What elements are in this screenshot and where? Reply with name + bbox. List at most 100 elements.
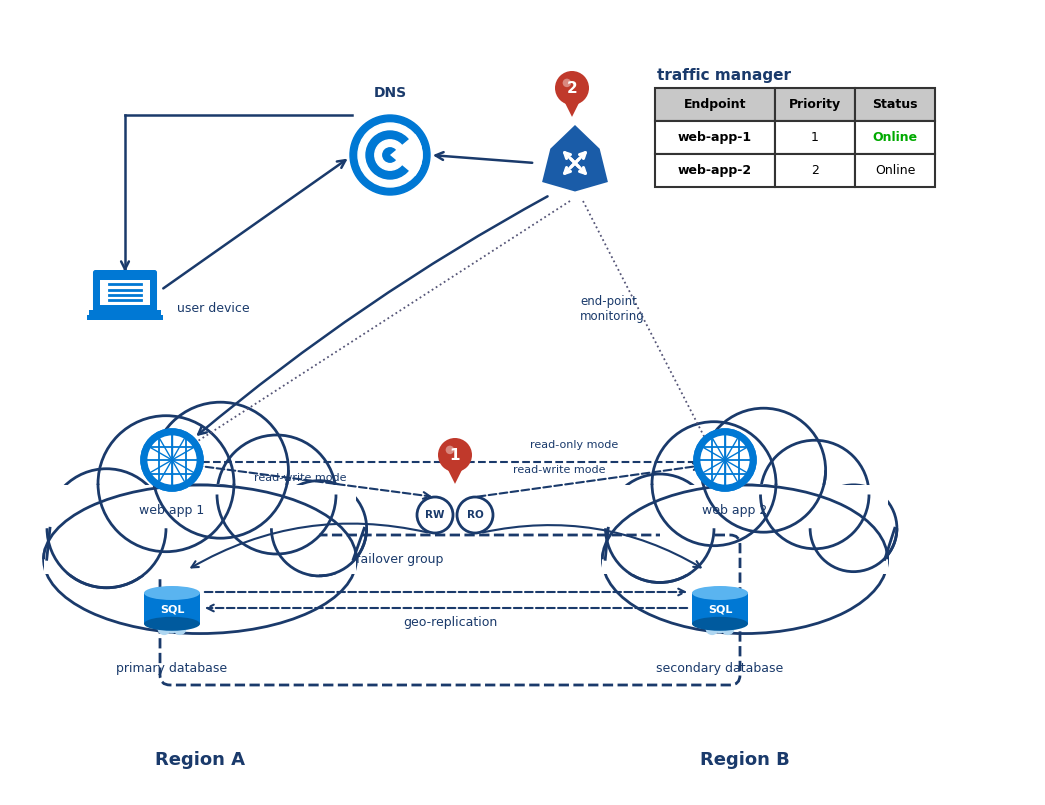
Circle shape — [142, 430, 202, 490]
Text: web-app-1: web-app-1 — [678, 131, 752, 144]
Text: Online: Online — [875, 164, 915, 177]
Bar — [775, 88, 855, 121]
Ellipse shape — [692, 586, 748, 600]
Text: secondary database: secondary database — [656, 662, 784, 675]
Text: Region A: Region A — [155, 751, 245, 769]
Bar — [855, 154, 935, 187]
Circle shape — [366, 131, 414, 179]
Ellipse shape — [144, 617, 200, 631]
Bar — [855, 88, 935, 121]
Text: read-write mode: read-write mode — [513, 465, 605, 475]
Text: 1: 1 — [449, 448, 460, 464]
Text: 2: 2 — [811, 164, 819, 177]
Bar — [87, 316, 163, 320]
Circle shape — [173, 621, 187, 635]
Polygon shape — [542, 125, 608, 192]
Circle shape — [701, 408, 826, 532]
Bar — [775, 154, 855, 187]
Bar — [655, 88, 775, 121]
Bar — [714, 484, 764, 533]
Circle shape — [721, 621, 735, 635]
Bar — [144, 593, 200, 624]
Bar — [855, 121, 935, 154]
Text: Status: Status — [873, 98, 918, 111]
Bar — [89, 310, 161, 316]
Text: web-app-2: web-app-2 — [678, 164, 752, 177]
Text: failover group: failover group — [356, 553, 444, 566]
Ellipse shape — [144, 586, 200, 600]
Circle shape — [272, 481, 367, 576]
Circle shape — [382, 148, 397, 162]
Circle shape — [605, 474, 714, 583]
Circle shape — [695, 430, 754, 490]
Circle shape — [714, 620, 726, 634]
Circle shape — [761, 440, 869, 549]
Wedge shape — [390, 134, 423, 176]
Text: traffic manager: traffic manager — [657, 68, 791, 83]
Circle shape — [158, 621, 171, 635]
Ellipse shape — [44, 485, 356, 634]
Text: primary database: primary database — [116, 662, 228, 675]
Text: Endpoint: Endpoint — [683, 98, 746, 111]
Bar — [659, 528, 714, 572]
Text: read-write mode: read-write mode — [254, 473, 346, 483]
Text: 1: 1 — [811, 131, 819, 144]
Text: geo-replication: geo-replication — [403, 616, 497, 629]
Circle shape — [402, 150, 414, 161]
Text: Online: Online — [873, 131, 918, 144]
Circle shape — [47, 469, 166, 588]
Circle shape — [457, 497, 493, 533]
Circle shape — [652, 422, 776, 546]
FancyBboxPatch shape — [93, 270, 157, 312]
Polygon shape — [562, 97, 582, 117]
Ellipse shape — [692, 617, 748, 631]
Circle shape — [142, 430, 202, 490]
Text: RO: RO — [467, 510, 484, 520]
Circle shape — [562, 79, 572, 87]
Ellipse shape — [602, 485, 887, 634]
Circle shape — [98, 415, 234, 551]
Circle shape — [417, 497, 452, 533]
Bar — [692, 593, 748, 624]
Text: Region B: Region B — [700, 751, 790, 769]
Bar — [277, 528, 319, 576]
Circle shape — [705, 621, 719, 635]
Bar — [602, 485, 887, 574]
Text: RW: RW — [425, 510, 445, 520]
Circle shape — [695, 430, 754, 490]
Circle shape — [147, 436, 196, 485]
Bar — [655, 121, 775, 154]
Bar — [220, 494, 277, 549]
Text: 2: 2 — [566, 81, 578, 97]
Text: Priority: Priority — [789, 98, 841, 111]
Circle shape — [165, 620, 179, 634]
Text: end-point
monitoring: end-point monitoring — [580, 295, 645, 323]
Text: user device: user device — [177, 302, 250, 315]
Bar — [655, 154, 775, 187]
Circle shape — [217, 435, 336, 554]
Bar — [408, 153, 419, 158]
Text: read-only mode: read-only mode — [530, 440, 619, 450]
Bar — [775, 121, 855, 154]
Bar — [44, 485, 356, 574]
Bar — [166, 484, 220, 538]
Circle shape — [445, 446, 455, 454]
Bar — [100, 279, 149, 305]
Circle shape — [810, 485, 897, 572]
Text: SQL: SQL — [707, 605, 733, 615]
Text: web app 1: web app 1 — [139, 504, 205, 517]
Bar — [815, 528, 854, 572]
Bar — [764, 494, 815, 544]
Bar — [107, 528, 166, 576]
Text: SQL: SQL — [160, 605, 184, 615]
Polygon shape — [445, 464, 465, 484]
Text: DNS: DNS — [373, 86, 407, 100]
Circle shape — [358, 123, 422, 187]
Circle shape — [350, 115, 429, 195]
Circle shape — [438, 438, 472, 472]
Circle shape — [375, 140, 405, 170]
Circle shape — [153, 402, 288, 539]
Text: web app 2: web app 2 — [702, 504, 768, 517]
Circle shape — [555, 71, 589, 105]
Circle shape — [700, 436, 749, 485]
